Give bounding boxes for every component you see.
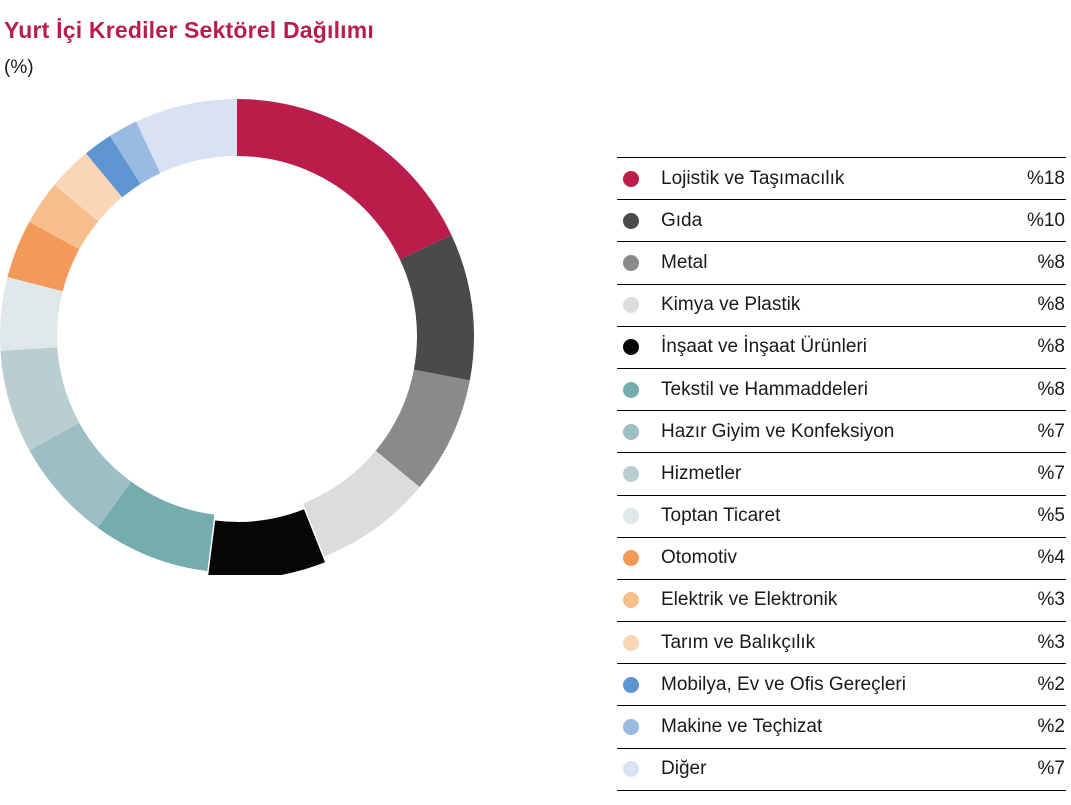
donut-slice-14: [136, 99, 237, 174]
donut-slice-4: [208, 509, 325, 579]
donut-slice-9: [7, 221, 80, 292]
legend-label: Elektrik ve Elektronik: [661, 589, 838, 611]
legend-color-dot: [623, 761, 639, 778]
legend-color-dot: [623, 465, 639, 482]
legend-row: Elektrik ve Elektronik %3: [617, 578, 1066, 621]
legend-value: %18: [1026, 167, 1065, 189]
donut-slice-13: [110, 121, 161, 185]
legend-label: Diğer: [661, 758, 707, 780]
legend-value: %8: [1037, 378, 1065, 400]
legend-row: Metal %8: [617, 241, 1066, 283]
legend-value: %4: [1037, 547, 1065, 569]
legend-color-dot: [623, 212, 639, 229]
legend-value: %10: [1026, 209, 1065, 231]
legend-value: %8: [1037, 294, 1065, 316]
legend-row: Kimya ve Plastik %8: [617, 283, 1066, 326]
donut-slice-10: [29, 184, 99, 250]
donut-slice-1: [399, 235, 474, 381]
legend-color-dot: [623, 339, 639, 356]
legend-value: %2: [1037, 673, 1065, 695]
legend-label: Hazır Giyim ve Konfeksiyon: [661, 420, 895, 442]
legend-color-dot: [623, 592, 639, 609]
donut-slice-11: [54, 153, 123, 222]
legend-row: Hizmetler %7: [617, 452, 1066, 494]
legend-value: %8: [1037, 251, 1065, 273]
legend-label: İnşaat ve İnşaat Ürünleri: [661, 336, 867, 358]
legend-value: %8: [1037, 336, 1065, 358]
legend-row: Lojistik ve Taşımacılık %18: [617, 157, 1066, 199]
legend-row: Mobilya, Ev ve Ofis Gereçleri %2: [617, 663, 1066, 705]
donut-slice-2: [375, 369, 470, 488]
donut-slice-7: [0, 347, 80, 451]
legend-color-dot: [623, 423, 639, 440]
legend-row: Hazır Giyim ve Konfeksiyon %7: [617, 410, 1066, 452]
legend-value: %3: [1037, 589, 1065, 611]
legend-value: %7: [1037, 758, 1065, 780]
legend-row: Diğer %7: [617, 747, 1066, 790]
legend-color-dot: [623, 550, 639, 567]
donut-slice-12: [85, 135, 141, 198]
legend-row: Otomotiv %4: [617, 536, 1066, 579]
legend-color-dot: [623, 381, 639, 398]
legend-value: %2: [1037, 716, 1065, 738]
legend-color-dot: [623, 297, 639, 314]
legend-row: Makine ve Teçhizat %2: [617, 705, 1066, 747]
donut-slice-0: [237, 99, 452, 260]
donut-chart-area: [0, 97, 476, 579]
legend-label: Tekstil ve Hammaddeleri: [661, 378, 868, 400]
legend-row: Tarım ve Balıkçılık %3: [617, 621, 1066, 663]
legend: Lojistik ve Taşımacılık %18 Gıda %10 Metal %8…: [617, 157, 1066, 791]
legend-label: Toptan Ticaret: [661, 505, 781, 527]
legend-label: Hizmetler: [661, 462, 742, 484]
chart-subtitle: (%): [4, 57, 34, 78]
legend-row: Gıda %10: [617, 199, 1066, 241]
legend-value: %5: [1037, 505, 1065, 527]
chart-title: Yurt İçi Krediler Sektörel Dağılımı: [4, 17, 375, 43]
donut-slice-3: [303, 450, 420, 557]
legend-label: Gıda: [661, 209, 703, 231]
donut-slice-8: [0, 277, 63, 351]
legend-label: Makine ve Teçhizat: [661, 716, 823, 738]
legend-color-dot: [623, 719, 639, 736]
legend-label: Otomotiv: [661, 547, 738, 569]
legend-color-dot: [623, 254, 639, 271]
legend-label: Kimya ve Plastik: [661, 294, 801, 316]
legend-color-dot: [623, 170, 639, 187]
legend-row: İnşaat ve İnşaat Ürünleri %8: [617, 325, 1066, 368]
donut-slice-6: [29, 422, 132, 528]
legend-label: Metal: [661, 251, 708, 273]
legend-value: %3: [1037, 631, 1065, 653]
legend-value: %7: [1037, 420, 1065, 442]
donut-slice-5: [97, 481, 215, 572]
legend-color-dot: [623, 508, 639, 525]
legend-row: Tekstil ve Hammaddeleri %8: [617, 367, 1066, 410]
legend-value: %7: [1037, 462, 1065, 484]
legend-label: Mobilya, Ev ve Ofis Gereçleri: [661, 673, 906, 695]
legend-row: Toptan Ticaret %5: [617, 494, 1066, 537]
legend-label: Lojistik ve Taşımacılık: [661, 167, 845, 189]
donut-chart: [0, 99, 474, 579]
legend-color-dot: [623, 676, 639, 693]
legend-color-dot: [623, 634, 639, 651]
legend-label: Tarım ve Balıkçılık: [661, 631, 816, 653]
